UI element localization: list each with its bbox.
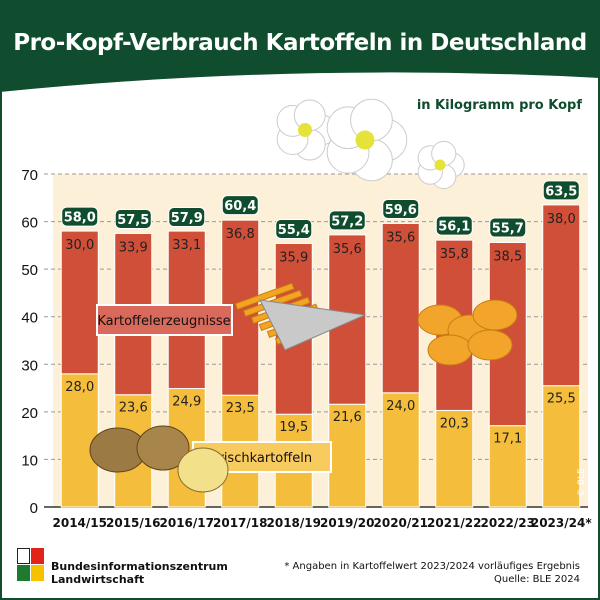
data-label-frischkartoffeln: 24,0 <box>386 399 415 414</box>
total-badge <box>61 206 99 227</box>
data-label-kartoffelerzeugnisse: 36,8 <box>226 227 255 242</box>
org-line-1: Bundesinformationszentrum <box>51 560 228 573</box>
data-label-frischkartoffeln: 19,5 <box>279 420 308 435</box>
data-label-frischkartoffeln: 20,3 <box>440 416 469 431</box>
y-tick-label: 20 <box>21 405 38 422</box>
x-tick-label: 2021/22 <box>427 516 481 530</box>
total-badge <box>221 195 259 216</box>
data-label-frischkartoffeln: 21,6 <box>333 410 362 425</box>
bar-frischkartoffeln <box>328 403 367 508</box>
bar-frischkartoffeln <box>435 409 474 508</box>
total-label: 57,5 <box>117 213 149 228</box>
bar-frischkartoffeln <box>381 392 420 508</box>
total-badge <box>435 215 473 236</box>
y-tick-label: 60 <box>21 215 38 232</box>
y-tick-label: 40 <box>21 310 38 327</box>
total-badge <box>489 217 527 238</box>
y-tick-label: 70 <box>21 167 38 184</box>
data-label-frischkartoffeln: 17,1 <box>493 432 522 447</box>
page-title: Pro-Kopf-Verbrauch Kartoffeln in Deutsch… <box>13 30 587 56</box>
total-badge <box>382 198 420 219</box>
x-tick-label: 2020/21 <box>374 516 428 530</box>
x-tick-label: 2017/18 <box>213 516 267 530</box>
y-tick-label: 50 <box>21 262 38 279</box>
data-label-kartoffelerzeugnisse: 35,6 <box>386 230 415 245</box>
data-label-kartoffelerzeugnisse: 35,9 <box>279 250 308 265</box>
data-label-kartoffelerzeugnisse: 38,0 <box>547 212 576 227</box>
bar-frischkartoffeln <box>542 385 581 508</box>
potato-half-illustration <box>177 447 229 493</box>
total-badge <box>542 180 580 201</box>
x-tick-label: 2016/17 <box>160 516 214 530</box>
bar-kartoffelerzeugnisse <box>542 204 581 387</box>
fries-bag-illustration <box>259 299 367 351</box>
source-text: Quelle: BLE 2024 <box>494 574 580 585</box>
y-tick-label: 0 <box>30 500 38 517</box>
fries-illustration <box>234 282 295 311</box>
legend-kartoffelerzeugnisse-box <box>96 304 233 336</box>
y-tick-label: 10 <box>21 452 38 469</box>
data-label-kartoffelerzeugnisse: 35,8 <box>440 247 469 262</box>
bar-kartoffelerzeugnisse <box>381 222 420 394</box>
legend-frischkartoffeln: Frischkartoffeln <box>212 451 312 466</box>
total-badge <box>114 208 152 229</box>
header-band <box>0 0 600 92</box>
x-tick-label: 2023/24* <box>531 516 592 530</box>
flower-center-illustration <box>298 123 312 137</box>
chart: 0 10 20 30 40 50 60 70 28,0 30,0 58,0 2014/15 23,6 33… <box>21 98 592 530</box>
total-label: 57,2 <box>331 214 363 229</box>
footnote-text: * Angaben in Kartoffelwert 2023/2024 vor… <box>284 561 580 572</box>
data-label-frischkartoffeln: 28,0 <box>65 380 94 395</box>
total-label: 58,0 <box>64 211 96 226</box>
x-tick-label: 2018/19 <box>267 516 321 530</box>
data-label-frischkartoffeln: 23,6 <box>119 401 148 416</box>
ble-logo <box>17 548 45 582</box>
logo-tree-tile <box>17 548 30 564</box>
data-label-frischkartoffeln: 25,5 <box>547 392 576 407</box>
total-label: 56,1 <box>438 220 470 235</box>
total-badge <box>168 207 206 228</box>
x-tick-label: 2014/15 <box>53 516 107 530</box>
organization-name: Bundesinformationszentrum Landwirtschaft <box>51 560 228 586</box>
data-label-kartoffelerzeugnisse: 38,5 <box>493 250 522 265</box>
total-badge <box>275 218 313 239</box>
data-label-kartoffelerzeugnisse: 35,6 <box>333 242 362 257</box>
logo-green-tile <box>17 565 30 581</box>
flower-center-illustration <box>355 130 375 150</box>
data-label-kartoffelerzeugnisse: 33,1 <box>172 238 201 253</box>
org-line-2: Landwirtschaft <box>51 573 145 586</box>
total-badge <box>328 210 366 231</box>
total-label: 55,7 <box>492 222 524 237</box>
total-label: 63,5 <box>545 184 577 199</box>
potato-illustration <box>136 425 190 471</box>
footnote: * Angaben in Kartoffelwert 2023/2024 vor… <box>284 560 580 586</box>
total-label: 57,9 <box>171 211 203 226</box>
x-tick-label: 2019/20 <box>320 516 374 530</box>
legend-kartoffelerzeugnisse: Kartoffelerzeugnisse <box>97 314 230 329</box>
total-label: 60,4 <box>224 199 256 214</box>
x-tick-label: 2015/16 <box>106 516 160 530</box>
bar-kartoffelerzeugnisse <box>60 230 99 375</box>
flower-center-illustration <box>434 159 446 171</box>
data-label-frischkartoffeln: 24,9 <box>172 395 201 410</box>
logo-yellow-tile <box>31 565 44 581</box>
total-label: 59,6 <box>385 203 417 218</box>
logo-red-tile <box>31 548 44 564</box>
total-label: 55,4 <box>278 223 310 238</box>
data-label-kartoffelerzeugnisse: 33,9 <box>119 240 148 255</box>
data-label-frischkartoffeln: 23,5 <box>226 401 255 416</box>
data-label-kartoffelerzeugnisse: 30,0 <box>65 238 94 253</box>
unit-label: in Kilogramm pro Kopf <box>416 98 582 113</box>
potato-chip-illustration <box>467 329 513 361</box>
y-tick-label: 30 <box>21 357 38 374</box>
copyright-label: © BLE <box>577 468 587 497</box>
x-tick-label: 2022/23 <box>481 516 535 530</box>
